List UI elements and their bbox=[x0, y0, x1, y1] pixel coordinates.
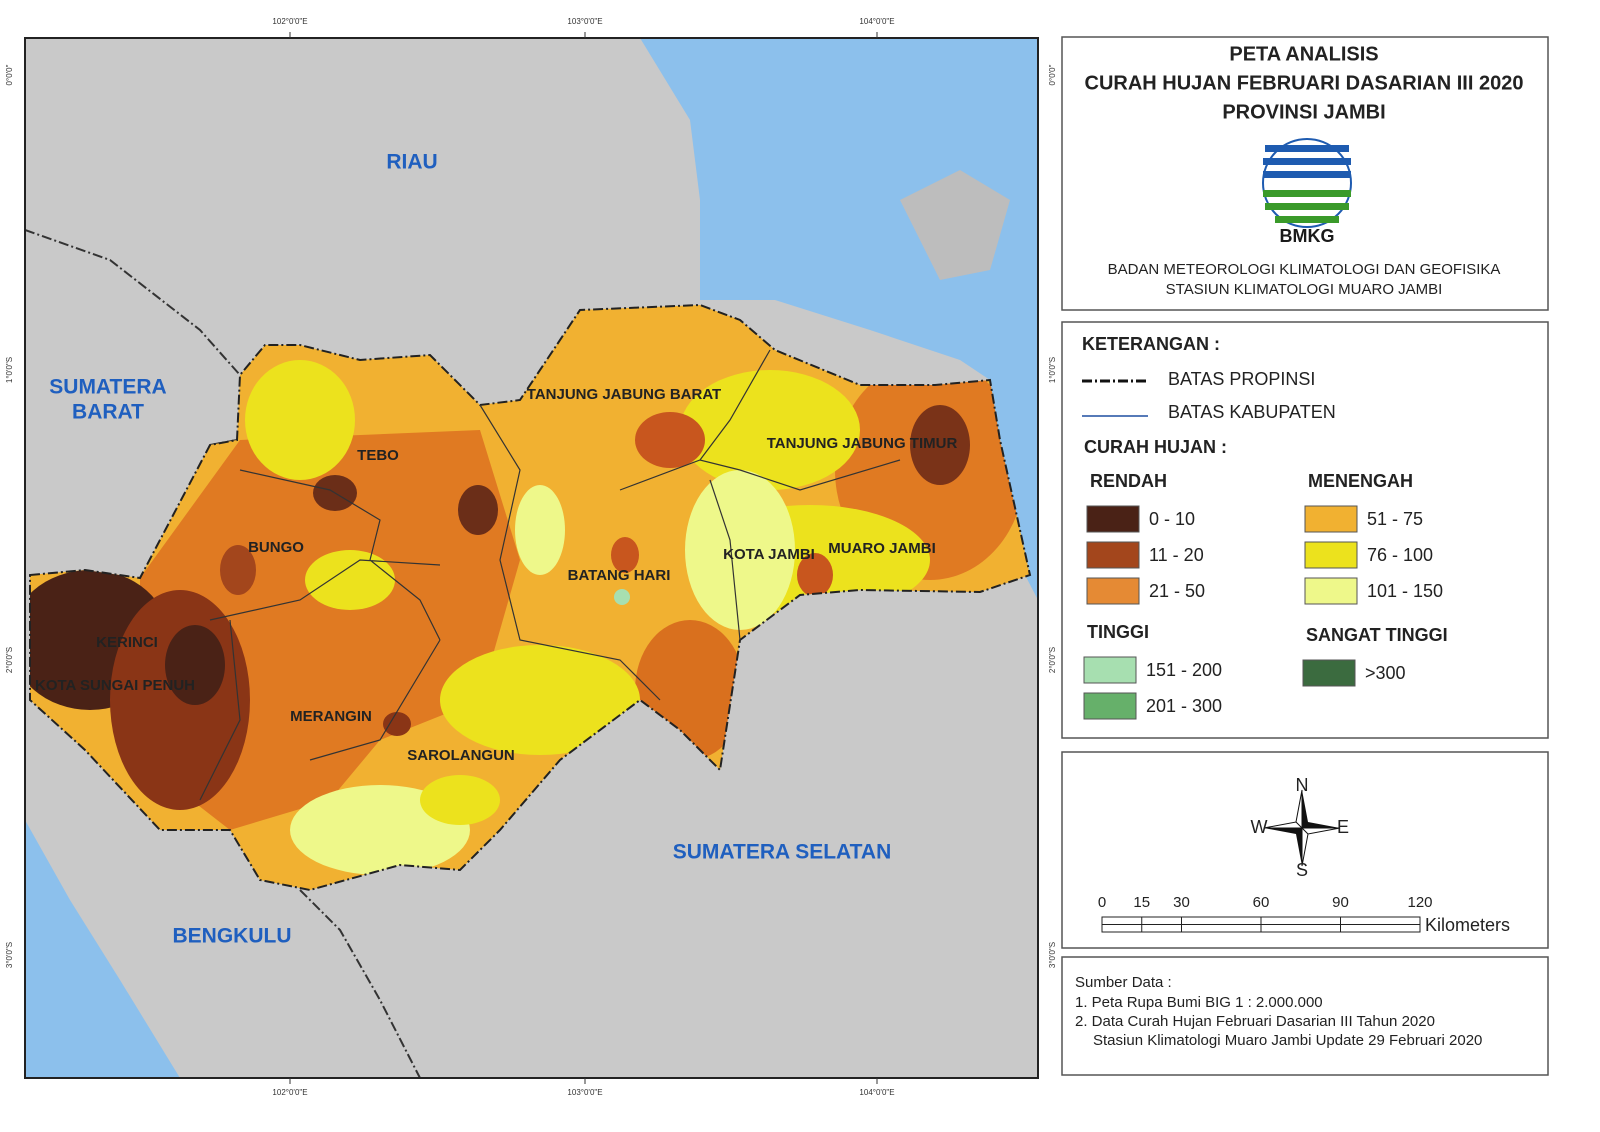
legend-line: BATAS KABUPATEN bbox=[1168, 402, 1336, 422]
y-coordinate: 2°0'0"S bbox=[5, 647, 14, 673]
source: Stasiun Klimatologi Muaro Jambi Update 2… bbox=[1093, 1032, 1482, 1049]
district-label: SAROLANGUN bbox=[407, 747, 515, 764]
logo bbox=[1262, 138, 1352, 228]
district-label: TANJUNG JABUNG TIMUR bbox=[767, 435, 958, 452]
legend-group: TINGGI bbox=[1087, 622, 1149, 642]
source: 1. Peta Rupa Bumi BIG 1 : 2.000.000 bbox=[1075, 994, 1323, 1011]
logo-text: BMKG bbox=[1280, 226, 1335, 246]
sea bbox=[640, 38, 1038, 600]
legend-label: 0 - 10 bbox=[1149, 509, 1195, 529]
legend-group: SANGAT TINGGI bbox=[1306, 625, 1448, 645]
map-area bbox=[25, 38, 1038, 1078]
scale-label: 30 bbox=[1173, 894, 1190, 911]
scale-label: 15 bbox=[1133, 894, 1150, 911]
legend-swatch bbox=[1302, 659, 1356, 687]
legend-label: 201 - 300 bbox=[1146, 696, 1222, 716]
legend-label: 76 - 100 bbox=[1367, 545, 1433, 565]
province-label: SUMATERA bbox=[49, 376, 166, 399]
y-coordinate: 3°0'0"S bbox=[5, 942, 14, 968]
legend-heading: KETERANGAN : bbox=[1082, 334, 1220, 354]
scale-label: 0 bbox=[1098, 894, 1106, 911]
legend-label: >300 bbox=[1365, 663, 1406, 683]
map-frame bbox=[24, 37, 1039, 1079]
province-label: BARAT bbox=[72, 401, 144, 424]
x-coordinate: 104°0'0"E bbox=[859, 1088, 894, 1097]
agency: BADAN METEOROLOGI KLIMATOLOGI DAN GEOFIS… bbox=[1108, 261, 1501, 278]
legend-swatch bbox=[1304, 541, 1358, 569]
scale-label: 60 bbox=[1253, 894, 1270, 911]
x-coordinate: 103°0'0"E bbox=[567, 1088, 602, 1097]
y-coordinate: 1°0'0"S bbox=[1048, 357, 1057, 383]
title: CURAH HUJAN FEBRUARI DASARIAN III 2020 bbox=[1085, 72, 1524, 94]
district-label: BATANG HARI bbox=[568, 567, 671, 584]
district-label: KERINCI bbox=[96, 634, 158, 651]
district-label: MUARO JAMBI bbox=[828, 540, 936, 557]
y-coordinate: 1°0'0"S bbox=[5, 357, 14, 383]
legend-swatch bbox=[1304, 577, 1358, 605]
x-coordinate: 103°0'0"E bbox=[567, 17, 602, 26]
legend-swatch bbox=[1083, 692, 1137, 720]
source-box bbox=[1061, 956, 1549, 1076]
compass-n: N bbox=[1296, 775, 1309, 795]
legend-swatch bbox=[1086, 505, 1140, 533]
legend-group: MENENGAH bbox=[1308, 471, 1413, 491]
province-label: SUMATERA SELATAN bbox=[673, 841, 892, 864]
legend-swatch bbox=[1083, 656, 1137, 684]
district-label: KOTA JAMBI bbox=[723, 546, 815, 563]
province-label: RIAU bbox=[386, 151, 437, 174]
legend-heading: CURAH HUJAN : bbox=[1084, 437, 1227, 457]
y-coordinate: 3°0'0"S bbox=[1048, 942, 1057, 968]
legend-label: 51 - 75 bbox=[1367, 509, 1423, 529]
title: PETA ANALISIS bbox=[1229, 43, 1378, 65]
legend-label: 11 - 20 bbox=[1149, 545, 1204, 565]
district-label: TANJUNG JABUNG BARAT bbox=[527, 386, 721, 403]
scale-label: 90 bbox=[1332, 894, 1349, 911]
x-coordinate: 102°0'0"E bbox=[272, 1088, 307, 1097]
title: PROVINSI JAMBI bbox=[1222, 101, 1385, 123]
legend-label: 151 - 200 bbox=[1146, 660, 1222, 680]
district-label: TEBO bbox=[357, 447, 399, 464]
legend-label: 21 - 50 bbox=[1149, 581, 1205, 601]
legend-group: RENDAH bbox=[1090, 471, 1167, 491]
x-coordinate: 104°0'0"E bbox=[859, 17, 894, 26]
district-borders bbox=[199, 349, 901, 801]
legend-label: 101 - 150 bbox=[1367, 581, 1443, 601]
scale-label: 120 bbox=[1407, 894, 1432, 911]
y-coordinate: 0°0'0" bbox=[1048, 64, 1057, 85]
legend-swatch bbox=[1304, 505, 1358, 533]
compass-e: E bbox=[1337, 817, 1349, 837]
legend-swatch bbox=[1086, 577, 1140, 605]
district-label: MERANGIN bbox=[290, 708, 372, 725]
province-label: BENGKULU bbox=[173, 925, 292, 948]
y-coordinate: 0°0'0" bbox=[5, 64, 14, 85]
scale-unit: Kilometers bbox=[1425, 915, 1510, 935]
y-coordinate: 2°0'0"S bbox=[1048, 647, 1057, 673]
island bbox=[900, 170, 1010, 280]
compass-s: S bbox=[1296, 860, 1308, 880]
sea bbox=[25, 820, 180, 1078]
district-label: KOTA SUNGAI PENUH bbox=[35, 677, 195, 694]
compass bbox=[1263, 789, 1341, 867]
source: Sumber Data : bbox=[1075, 974, 1172, 991]
legend-swatch bbox=[1086, 541, 1140, 569]
compass-w: W bbox=[1251, 817, 1268, 837]
source: 2. Data Curah Hujan Februari Dasarian II… bbox=[1075, 1013, 1435, 1030]
agency: STASIUN KLIMATOLOGI MUARO JAMBI bbox=[1166, 281, 1443, 298]
x-coordinate: 102°0'0"E bbox=[272, 17, 307, 26]
legend-line: BATAS PROPINSI bbox=[1168, 369, 1315, 389]
district-label: BUNGO bbox=[248, 539, 304, 556]
